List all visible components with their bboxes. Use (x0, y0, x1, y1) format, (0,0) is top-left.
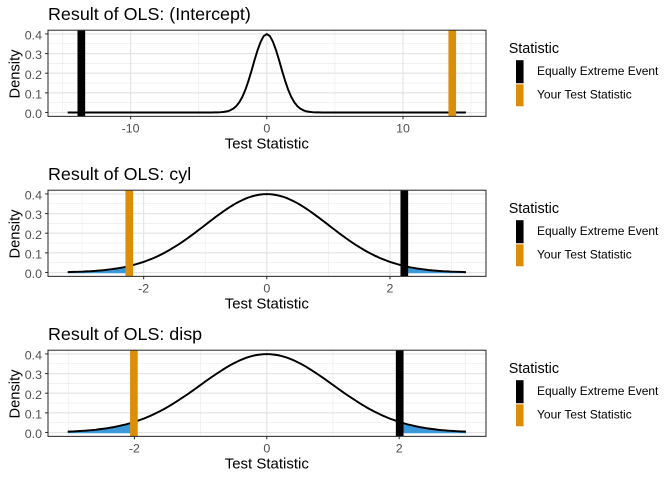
svg-text:Statistic: Statistic (509, 361, 559, 377)
svg-text:Equally Extreme Event: Equally Extreme Event (537, 224, 659, 238)
svg-text:0.1: 0.1 (25, 407, 42, 421)
svg-text:0.0: 0.0 (25, 267, 42, 281)
svg-text:2: 2 (396, 441, 403, 455)
svg-text:0.4: 0.4 (25, 349, 42, 363)
svg-text:0: 0 (263, 281, 270, 295)
svg-text:Result of OLS: (Intercept): Result of OLS: (Intercept) (48, 4, 251, 24)
svg-text:Test Statistic: Test Statistic (225, 296, 310, 313)
svg-text:Equally Extreme Event: Equally Extreme Event (537, 64, 659, 78)
svg-text:Equally Extreme Event: Equally Extreme Event (537, 384, 659, 398)
svg-text:Result of OLS: disp: Result of OLS: disp (48, 324, 202, 344)
svg-text:Your Test Statistic: Your Test Statistic (537, 247, 632, 261)
svg-text:2: 2 (387, 281, 394, 295)
svg-text:Density: Density (8, 369, 24, 419)
svg-text:Density: Density (8, 49, 24, 99)
svg-text:-2: -2 (129, 441, 140, 455)
svg-text:-10: -10 (122, 121, 140, 135)
svg-text:0.0: 0.0 (25, 427, 42, 441)
svg-text:Test Statistic: Test Statistic (225, 456, 310, 473)
svg-text:0.3: 0.3 (25, 368, 42, 382)
svg-text:Result of OLS: cyl: Result of OLS: cyl (48, 164, 191, 184)
svg-text:0.4: 0.4 (25, 189, 42, 203)
svg-text:0: 0 (263, 121, 270, 135)
svg-text:0.3: 0.3 (25, 208, 42, 222)
svg-text:0.2: 0.2 (25, 68, 42, 82)
svg-text:0.1: 0.1 (25, 87, 42, 101)
svg-text:Density: Density (8, 209, 24, 259)
svg-text:Statistic: Statistic (509, 41, 559, 57)
svg-text:0.2: 0.2 (25, 388, 42, 402)
svg-text:0: 0 (263, 441, 270, 455)
svg-text:10: 10 (396, 121, 410, 135)
svg-text:0.3: 0.3 (25, 48, 42, 62)
svg-text:0.2: 0.2 (25, 228, 42, 242)
svg-text:Your Test Statistic: Your Test Statistic (537, 87, 632, 101)
svg-text:0.0: 0.0 (25, 107, 42, 121)
svg-text:Statistic: Statistic (509, 201, 559, 217)
svg-text:0.4: 0.4 (25, 29, 42, 43)
svg-text:0.1: 0.1 (25, 247, 42, 261)
svg-text:Test Statistic: Test Statistic (225, 136, 310, 153)
svg-text:Your Test Statistic: Your Test Statistic (537, 407, 632, 421)
svg-text:-2: -2 (138, 281, 149, 295)
